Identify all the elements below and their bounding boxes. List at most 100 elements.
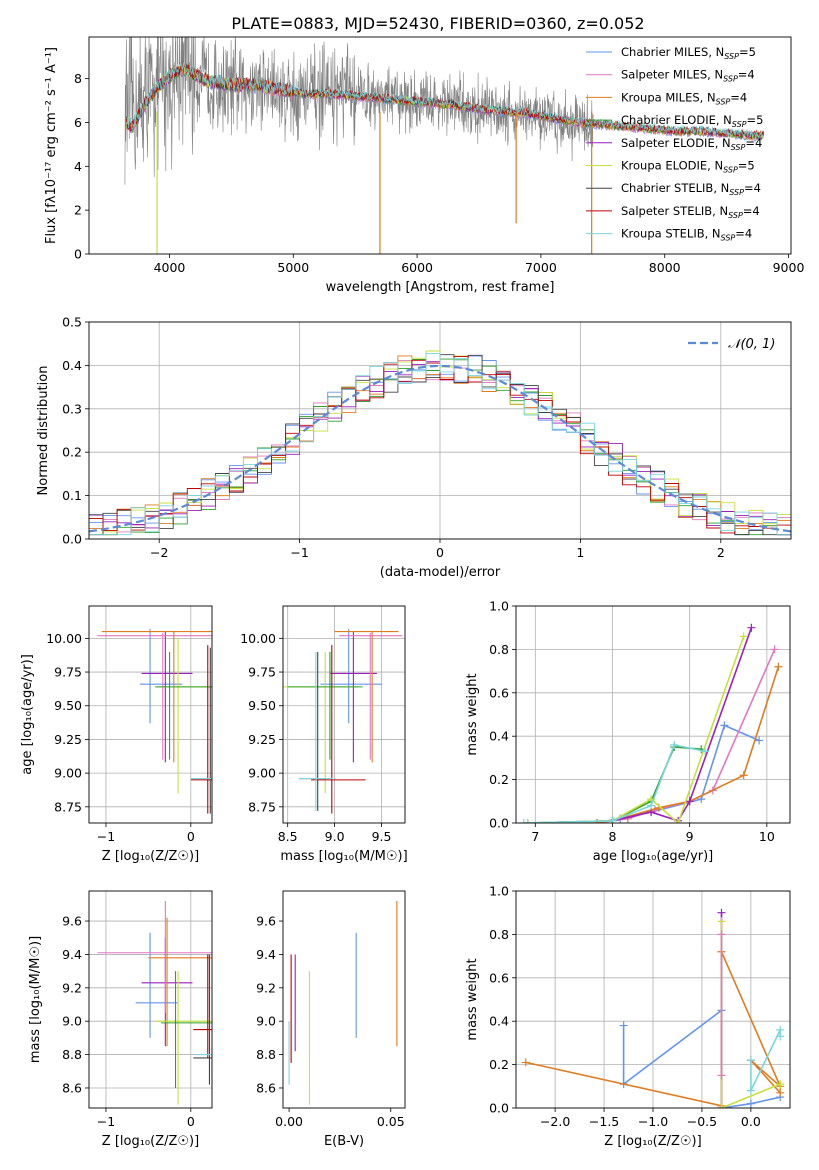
y-tick-label: 9.0	[256, 1014, 276, 1029]
x-axis-label: mass [log₁₀(M/M☉)]	[280, 849, 407, 864]
x-tick-label: 1	[576, 545, 584, 560]
y-tick-label: 0.2	[489, 772, 509, 787]
x-tick-label: 9	[686, 829, 694, 844]
x-tick-label: −1.0	[638, 1114, 668, 1129]
mass_vs_EBV-plot-area	[288, 901, 398, 1105]
y-tick-label: 9.50	[54, 698, 82, 713]
weight-marker	[647, 801, 656, 810]
x-axis-label: Z [log₁₀(Z/Z☉)]	[102, 1134, 199, 1149]
y-tick-label: 0.0	[489, 816, 509, 831]
weight-line	[527, 746, 702, 823]
weight-marker	[674, 819, 683, 823]
y-tick-label: 9.2	[62, 980, 82, 995]
y-tick-label: 9.0	[62, 1014, 82, 1029]
weight-marker	[776, 1032, 785, 1041]
x-tick-label: 8000	[649, 260, 681, 275]
y-tick-label: 9.25	[248, 732, 276, 747]
x-tick-label: −1	[290, 545, 308, 560]
x-tick-label: −1	[97, 1114, 115, 1129]
legend-entry: Salpeter ELODIE, NSSP=4	[621, 136, 762, 152]
y-tick-label: 0	[74, 247, 82, 262]
x-tick-label: 9.0	[325, 829, 345, 844]
x-tick-label: −0.5	[687, 1114, 717, 1129]
y-tick-label: 0.2	[62, 445, 82, 460]
y-tick-label: 4	[74, 159, 82, 174]
x-tick-label: 0	[187, 829, 195, 844]
x-tick-label: 4000	[154, 260, 186, 275]
x-tick-label: 7	[531, 829, 539, 844]
weight_vs_age-panel: 7 8 9 10 0.0 0.2 0.4 0.6 0.8 1.0 age [log₁₀(age/yr…	[465, 599, 791, 864]
y-tick-label: 0.5	[62, 315, 82, 330]
x-tick-label: 10	[759, 829, 775, 844]
weight-marker	[608, 816, 617, 823]
y-tick-label: 0.4	[489, 729, 509, 744]
mass_vs_Z-plot-area	[97, 901, 212, 1105]
weight-marker	[776, 1080, 785, 1089]
x-tick-label: 0.05	[377, 1114, 405, 1129]
y-tick-label: 0.8	[489, 642, 509, 657]
y-tick-label: 1.0	[489, 599, 509, 614]
weight-marker	[717, 917, 726, 926]
legend-entry: 𝒩(0, 1)	[728, 337, 775, 352]
age_vs_mass-plot-area	[283, 628, 403, 814]
x-tick-label: −1	[97, 829, 115, 844]
axes-frame	[282, 890, 406, 1109]
weight-marker	[717, 908, 726, 917]
y-tick-label: 6	[74, 115, 82, 130]
y-tick-label: 8.75	[248, 799, 276, 814]
y-tick-label: 9.4	[62, 947, 82, 962]
legend-entry: Kroupa ELODIE, NSSP=5	[621, 159, 755, 175]
y-tick-label: 9.25	[54, 732, 82, 747]
figure-title: PLATE=0883, MJD=52430, FIBERID=0360, z=0…	[231, 14, 644, 33]
y-tick-label: 0.4	[62, 358, 82, 373]
y-tick-label: 0.2	[489, 1057, 509, 1072]
weight-marker	[720, 721, 729, 730]
spectrum-plot-area	[124, 37, 765, 254]
spectrum-legend: Chabrier MILES, NSSP=5 Salpeter MILES, NS…	[586, 45, 763, 243]
axes-frame	[88, 321, 792, 540]
weight-marker	[776, 1088, 785, 1097]
y-axis-label: age [log₁₀(age/yr)]	[20, 654, 35, 775]
weight-marker	[746, 1099, 755, 1108]
x-axis-label: E(B-V)	[324, 1134, 364, 1149]
legend-entry: Kroupa MILES, NSSP=4	[621, 90, 747, 106]
legend-entry: Salpeter STELIB, NSSP=4	[621, 204, 760, 220]
legend-entry: Chabrier ELODIE, NSSP=5	[621, 113, 763, 129]
weight_vs_Z-panel: −2.0 −1.5 −1.0 −0.5 0.0 0.0 0.2 0.4 0.6 0.8 1.0 Z […	[465, 884, 791, 1149]
y-tick-label: 8	[74, 71, 82, 86]
y-tick-label: 9.4	[256, 947, 276, 962]
weight-marker	[770, 645, 779, 654]
x-tick-label: −1.5	[589, 1114, 619, 1129]
y-tick-label: 0.8	[489, 927, 509, 942]
weight-marker	[755, 736, 764, 745]
x-axis-label: wavelength [Angstrom, rest frame]	[326, 280, 555, 295]
y-tick-label: 9.00	[54, 766, 82, 781]
axes-frame	[88, 36, 792, 255]
x-axis-label: Z [log₁₀(Z/Z☉)]	[604, 1134, 701, 1149]
x-tick-label: 0	[436, 545, 444, 560]
weight_vs_age-plot-area	[519, 623, 783, 823]
weight-marker	[739, 771, 748, 780]
weight-line	[527, 636, 745, 823]
weight-line	[523, 743, 706, 823]
age_vs_Z-panel: −1 0 8.75 9.00 9.25 9.50 9.75 10.00 Z [log₁₀(Z/Z…	[20, 605, 213, 864]
x-tick-label: 0	[187, 1114, 195, 1129]
y-tick-label: 9.2	[256, 980, 276, 995]
normal-curve	[89, 364, 791, 533]
weight_vs_Z-plot-area	[521, 908, 785, 1108]
y-axis-label: mass [log₁₀(M/M☉)]	[28, 936, 43, 1063]
y-axis-label: mass weight	[465, 958, 480, 1040]
weight-marker	[670, 740, 679, 749]
y-tick-label: 0.1	[62, 488, 82, 503]
y-tick-label: 9.6	[256, 914, 276, 929]
y-axis-label: Normed distribution	[36, 366, 51, 496]
y-tick-label: 8.6	[62, 1080, 82, 1095]
residuals-panel: −2 −1 0 1 2 0.0 0.1 0.2 0.3 0.4 0.5 (data-model)/er…	[36, 315, 792, 580]
y-axis-label: Flux [fλ10⁻¹⁷ erg cm⁻² s⁻¹ A⁻¹]	[44, 47, 59, 244]
weight-marker	[774, 662, 783, 671]
x-tick-label: 8	[609, 829, 617, 844]
weight-marker	[519, 819, 528, 823]
x-tick-label: 9000	[773, 260, 805, 275]
y-tick-label: 9.50	[248, 698, 276, 713]
